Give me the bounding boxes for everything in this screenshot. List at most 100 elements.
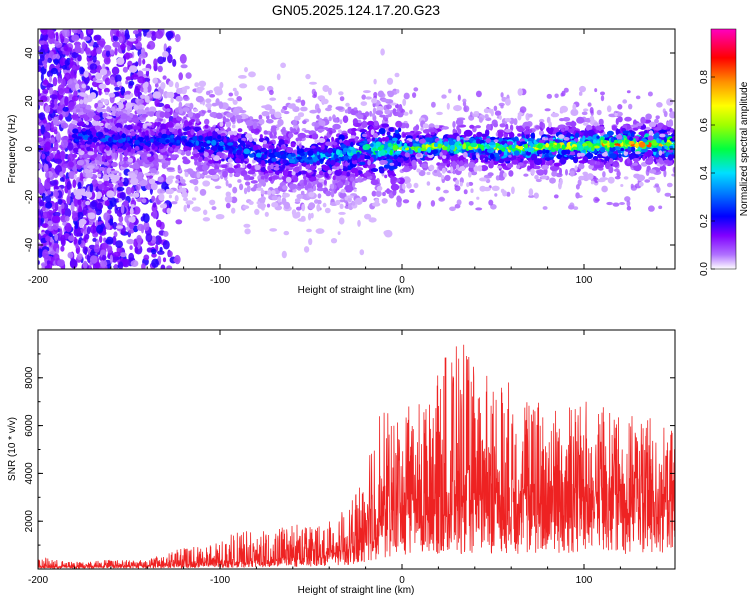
heatmap-cell <box>38 233 41 241</box>
heatmap-cell <box>386 131 391 136</box>
heatmap-cell <box>41 153 46 160</box>
heatmap-cell <box>354 178 362 182</box>
heatmap-cell <box>158 193 165 201</box>
heatmap-cell <box>73 89 78 98</box>
heatmap-cell <box>38 183 45 194</box>
heatmap-cell <box>177 164 181 171</box>
heatmap-cell <box>244 67 248 73</box>
heatmap-cell <box>116 186 125 192</box>
heatmap-cell <box>549 131 553 135</box>
heatmap-cell <box>127 38 137 42</box>
heatmap-cell <box>85 200 91 206</box>
heatmap-cell <box>382 116 387 121</box>
heatmap-cell <box>416 168 421 173</box>
heatmap-cell <box>98 156 103 163</box>
heatmap-cell <box>388 127 395 132</box>
heatmap-cell <box>456 164 460 170</box>
heatmap-cell <box>50 102 55 109</box>
heatmap-cell <box>612 202 620 207</box>
heatmap-cell <box>97 173 102 178</box>
heatmap-cell <box>493 105 498 112</box>
heatmap-cell <box>264 211 269 217</box>
heatmap-cell <box>38 200 45 207</box>
heatmap-cell <box>245 119 254 127</box>
heatmap-cell <box>271 195 279 201</box>
heatmap-cell <box>380 48 385 56</box>
heatmap-cell <box>468 201 474 206</box>
heatmap-cell <box>360 101 368 106</box>
heatmap-cell <box>157 250 165 255</box>
heatmap-cell <box>428 164 435 171</box>
heatmap-cell <box>90 50 97 57</box>
heatmap-cell <box>293 176 299 183</box>
heatmap-cell <box>490 108 494 117</box>
heatmap-cell <box>645 160 653 164</box>
heatmap-cell <box>99 108 108 113</box>
heatmap-cell <box>569 170 575 177</box>
heatmap-cell <box>532 165 541 170</box>
heatmap-cell <box>441 167 446 174</box>
heatmap-cell <box>114 204 118 214</box>
heatmap-cell <box>316 107 321 114</box>
heatmap-cell <box>406 182 412 189</box>
heatmap-cell <box>173 114 178 118</box>
heatmap-cell <box>256 201 261 205</box>
heatmap-cell <box>49 250 56 256</box>
heatmap-cell <box>132 30 139 35</box>
heatmap-cell <box>267 165 271 171</box>
heatmap-cell <box>84 247 88 256</box>
heatmap-cell <box>168 194 172 199</box>
heatmap-cell <box>126 238 135 245</box>
heatmap-cell <box>95 72 102 80</box>
heatmap-cell <box>92 237 97 242</box>
heatmap-cell <box>541 164 549 170</box>
heatmap-cell <box>329 130 333 135</box>
heatmap-cell <box>346 171 351 177</box>
heatmap-cell <box>137 76 146 84</box>
heatmap-cell <box>205 175 212 179</box>
heatmap-cell <box>483 186 491 192</box>
heatmap-cell <box>503 172 507 178</box>
heatmap-cell <box>202 217 211 222</box>
heatmap-cell <box>342 167 349 172</box>
heatmap-cell <box>654 127 662 131</box>
heatmap-cell <box>232 87 237 92</box>
heatmap-cell <box>38 217 42 228</box>
heatmap-cell <box>548 121 552 129</box>
heatmap-cell <box>422 129 430 134</box>
heatmap-cell <box>101 242 109 250</box>
heatmap-cell <box>306 228 312 233</box>
heatmap-cell <box>430 200 436 207</box>
heatmap-cell <box>617 116 623 123</box>
heatmap-cell <box>620 184 624 187</box>
heatmap-cell <box>73 174 77 180</box>
heatmap-cell <box>617 104 623 110</box>
heatmap-cell <box>462 98 467 103</box>
heatmap-cell <box>441 126 449 130</box>
heatmap-cell <box>233 165 238 169</box>
heatmap-cell <box>457 94 461 101</box>
heatmap-cell <box>174 195 179 202</box>
heatmap-cell <box>205 98 212 104</box>
heatmap-cell <box>124 29 130 39</box>
heatmap-cell <box>71 34 80 42</box>
heatmap-cell <box>194 113 201 119</box>
heatmap-cell <box>291 209 297 216</box>
heatmap-cell <box>76 253 83 260</box>
heatmap-cell <box>533 192 539 199</box>
heatmap-cell <box>82 178 87 182</box>
heatmap-cell <box>168 250 173 258</box>
heatmap-cell <box>105 239 113 244</box>
heatmap-cell <box>554 93 559 99</box>
heatmap-cell <box>630 183 634 189</box>
heatmap-cell <box>105 49 111 58</box>
heatmap-cell <box>426 171 431 176</box>
heatmap-cell <box>466 182 470 188</box>
heatmap-cell <box>155 30 164 39</box>
heatmap-cell <box>396 89 400 94</box>
heatmap-cell <box>578 175 585 181</box>
heatmap-cell <box>118 215 124 223</box>
heatmap-cell <box>403 111 409 116</box>
heatmap-cell <box>602 171 606 178</box>
heatmap-cell <box>184 171 189 178</box>
